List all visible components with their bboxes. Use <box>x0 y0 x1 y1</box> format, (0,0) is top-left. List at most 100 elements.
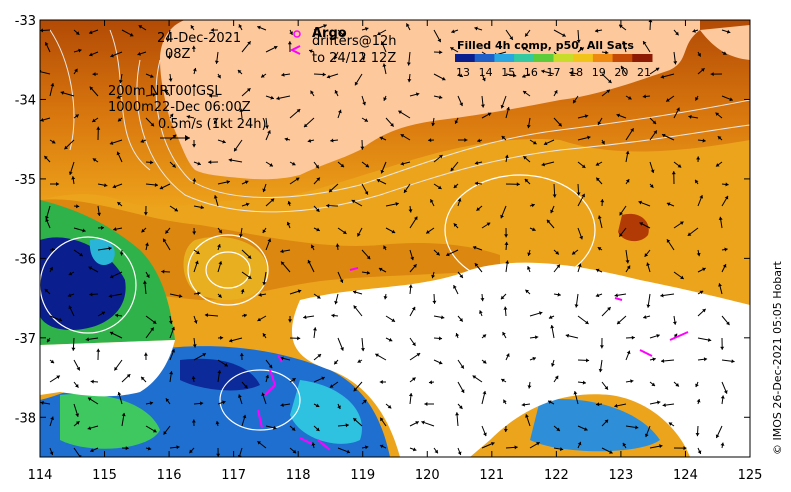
current-arrow-head <box>67 293 72 298</box>
current-arrow-head <box>342 230 347 234</box>
current-arrow-head <box>240 288 245 293</box>
current-arrow-head <box>142 280 147 284</box>
current-arrow-head <box>696 156 701 160</box>
current-arrow-head <box>614 293 618 298</box>
x-tick-label: 125 <box>738 468 763 483</box>
current-arrow-head <box>441 76 446 81</box>
current-arrow-head <box>197 291 201 296</box>
current-arrow-head <box>353 418 357 422</box>
current-arrow-head <box>365 27 369 31</box>
current-arrow-head <box>378 267 383 272</box>
current-arrow-head <box>116 151 121 156</box>
current-arrow-head <box>214 60 219 64</box>
current-arrow-head <box>482 390 487 395</box>
current-arrow-head <box>217 74 221 79</box>
current-arrow-head <box>541 69 545 74</box>
current-arrow-head <box>587 135 591 140</box>
current-arrow-head <box>594 28 599 33</box>
current-arrow-head <box>340 347 344 351</box>
current-arrow-head <box>224 363 228 367</box>
current-arrow-head <box>482 334 487 338</box>
current-arrow-head <box>482 77 486 82</box>
current-arrow-head <box>646 262 650 267</box>
current-arrow-head <box>390 123 394 127</box>
current-arrow-head <box>297 289 302 294</box>
current-arrow-head <box>76 366 81 371</box>
current-arrow-head <box>525 414 529 418</box>
current-arrow-head <box>366 255 371 260</box>
current-arrow-head <box>316 295 321 299</box>
depth-contour-label: 200m NRT00 GSL <box>108 84 222 99</box>
current-arrow-head <box>724 247 728 252</box>
current-vectors <box>40 20 735 457</box>
y-tick-label: -38 <box>15 411 36 426</box>
current-arrow-head <box>280 356 284 361</box>
current-arrow-head <box>40 28 44 33</box>
current-arrow-head <box>200 205 204 210</box>
current-arrow-head <box>76 204 80 209</box>
current-arrow-head <box>75 384 79 388</box>
current-arrow-head <box>479 310 483 314</box>
current-arrow-head <box>692 28 696 33</box>
current-arrow-head <box>621 41 626 45</box>
current-arrow-head <box>391 318 396 322</box>
current-arrow-head <box>673 61 678 65</box>
current-arrow-head <box>44 155 48 160</box>
current-arrow-head <box>596 402 600 407</box>
current-arrow-head <box>598 368 603 373</box>
current-arrow-head <box>239 233 243 238</box>
current-arrow-head <box>311 442 316 446</box>
current-arrow-head <box>296 109 301 113</box>
current-arrow-head <box>213 195 218 199</box>
current-arrow-head <box>362 399 367 404</box>
current-arrow-head <box>262 229 267 234</box>
current-arrow-head <box>643 41 647 45</box>
legend-tick-label: 21 <box>637 66 651 79</box>
current-arrow-head <box>287 201 292 205</box>
x-tick-label: 119 <box>350 468 375 483</box>
current-arrow-head <box>326 74 331 79</box>
current-arrow-head <box>504 241 509 246</box>
current-arrow-head <box>360 146 365 150</box>
current-arrow-head <box>679 221 684 225</box>
current-arrow-head <box>472 245 477 250</box>
current-arrow-head <box>309 49 313 54</box>
current-arrow-head <box>51 247 56 252</box>
current-arrow-head <box>596 177 600 182</box>
legend-swatch <box>494 54 515 62</box>
current-arrow-head <box>50 83 55 87</box>
current-arrow-head <box>109 141 114 145</box>
current-arrow-head <box>50 359 55 364</box>
current-arrow-head <box>595 162 600 166</box>
current-arrow-head <box>649 184 654 188</box>
current-arrow-head <box>523 91 527 95</box>
legend-colorbar <box>455 54 653 62</box>
current-arrow-head <box>118 79 123 84</box>
current-arrow-head <box>74 68 78 73</box>
current-arrow-head <box>707 338 712 342</box>
current-arrow-head <box>553 90 558 94</box>
current-arrow-head <box>239 108 244 112</box>
current-arrow-head <box>538 311 543 316</box>
current-arrow-head <box>723 390 728 394</box>
current-arrow-head <box>543 141 548 146</box>
current-arrow-head <box>532 356 536 361</box>
current-arrow-head <box>576 39 581 43</box>
current-arrow-head <box>116 95 121 99</box>
current-arrow-head <box>595 293 600 298</box>
drifters-window-label: to 24/12 12Z <box>312 51 396 66</box>
current-arrow-head <box>644 253 649 257</box>
current-arrow-head <box>406 23 410 27</box>
current-arrow-head <box>413 264 417 268</box>
current-arrow-head <box>214 120 218 124</box>
current-arrow-head <box>89 86 94 91</box>
current-arrow-head <box>168 78 173 82</box>
current-arrow-head <box>192 83 197 87</box>
current-arrow-head <box>500 295 505 300</box>
current-arrow-head <box>191 419 196 423</box>
current-arrow-head <box>550 363 555 367</box>
sst-south-dark <box>180 358 260 391</box>
current-arrow-head <box>715 434 720 438</box>
current-arrow-head <box>701 68 705 72</box>
current-arrow-head <box>572 251 576 255</box>
